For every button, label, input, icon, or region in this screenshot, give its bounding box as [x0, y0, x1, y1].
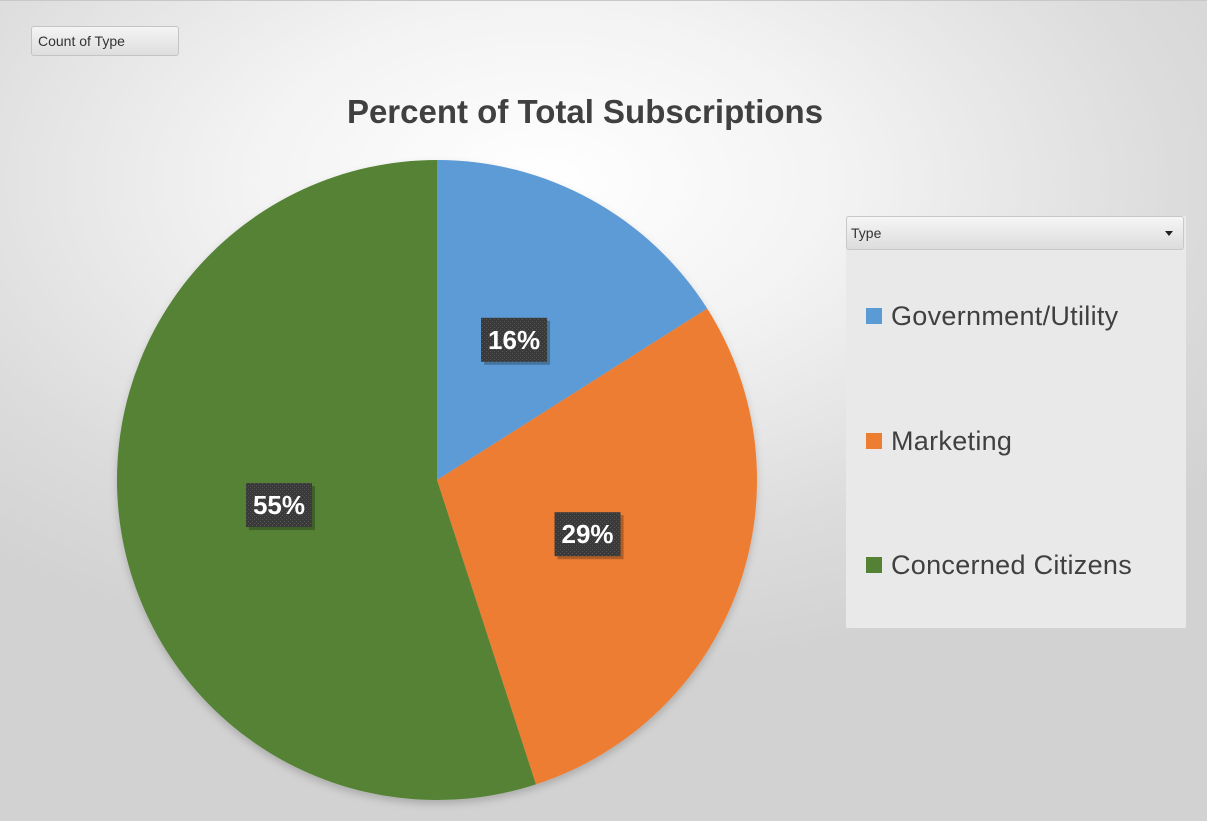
legend-swatch	[866, 557, 882, 573]
legend-label: Government/Utility	[891, 300, 1119, 331]
pie-slice-government-utility[interactable]	[437, 160, 708, 480]
legend-label: Marketing	[891, 425, 1013, 456]
data-label-marketing: 29%	[554, 512, 624, 560]
chart-title: Percent of Total Subscriptions	[346, 93, 824, 130]
legend-swatch	[866, 308, 882, 324]
data-label-text: 55%	[253, 490, 305, 520]
pie-slice-concerned-citizens[interactable]	[116, 160, 536, 800]
type-filter-label: Type	[851, 225, 882, 241]
data-label-government-utility: 16%	[481, 317, 551, 365]
legend-item-concerned-citizens[interactable]: Concerned Citizens	[866, 545, 1132, 585]
count-of-type-field-button[interactable]: Count of Type	[31, 26, 179, 56]
dropdown-arrow-icon[interactable]	[1165, 231, 1173, 236]
legend: Type Government/Utility Marketing Concer…	[846, 216, 1186, 628]
legend-item-government-utility[interactable]: Government/Utility	[866, 296, 1118, 336]
data-label-concerned-citizens: 55%	[245, 483, 315, 531]
data-label-text: 16%	[488, 325, 540, 355]
data-label-text: 29%	[562, 519, 614, 549]
legend-item-marketing[interactable]: Marketing	[866, 421, 1012, 461]
legend-swatch	[866, 433, 882, 449]
legend-label: Concerned Citizens	[891, 549, 1133, 580]
type-filter-dropdown[interactable]: Type	[846, 216, 1184, 250]
